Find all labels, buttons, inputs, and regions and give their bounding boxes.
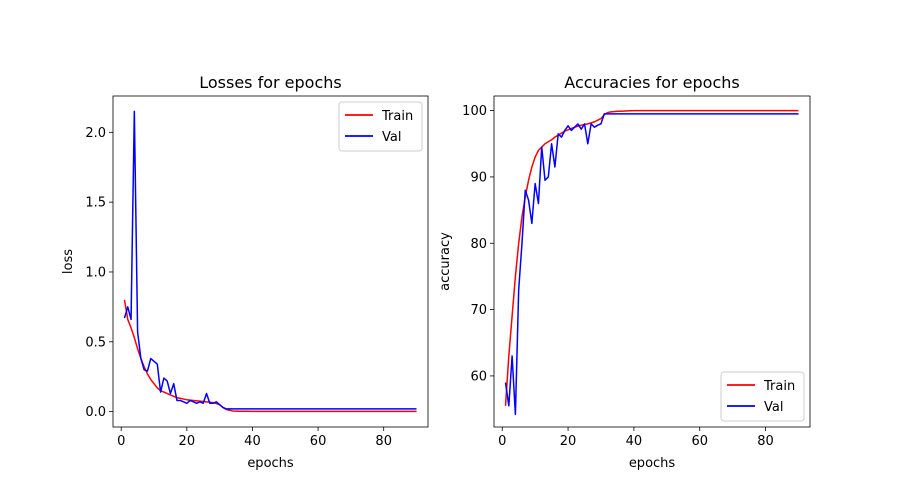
chart-panel-1: Losses for epochs 0 20 40 60 80 0.0 0.5 1.0 1.5 2.… <box>61 73 429 471</box>
chart-title: Losses for epochs <box>199 73 342 92</box>
legend-label-val: Val <box>382 130 401 145</box>
y-tick-label: 90 <box>470 170 487 185</box>
series-line-train <box>504 109 799 406</box>
y-tick-label: 80 <box>470 237 487 252</box>
x-tick-label: 20 <box>560 434 577 449</box>
legend: Train Val <box>338 101 423 152</box>
legend-label-val: Val <box>764 400 783 415</box>
y-tick-label: 2.0 <box>85 126 106 141</box>
y-tick-label: 60 <box>470 369 487 384</box>
x-tick-label: 60 <box>691 434 708 449</box>
chart-title: Accuracies for epochs <box>564 73 739 92</box>
series-line-val <box>123 110 417 410</box>
y-tick-label: 70 <box>470 303 487 318</box>
x-tick-label: 20 <box>179 434 196 449</box>
legend-label-train: Train <box>763 379 795 394</box>
x-tick-label: 60 <box>310 434 327 449</box>
y-tick-label: 0.0 <box>85 405 106 420</box>
x-tick-label: 80 <box>757 434 774 449</box>
series-line-val <box>504 113 799 416</box>
legend: Train Val <box>720 371 805 422</box>
x-tick-label: 40 <box>244 434 261 449</box>
chart-panel-2: Accuracies for epochs 0 20 40 60 80 60 70 80 90 10… <box>438 73 811 471</box>
x-axis-label: epochs <box>247 456 294 471</box>
y-tick-label: 0.5 <box>85 335 106 350</box>
y-tick-label: 1.0 <box>85 265 106 280</box>
x-tick-label: 40 <box>626 434 643 449</box>
y-axis-label: accuracy <box>438 232 453 291</box>
x-tick-label: 80 <box>375 434 392 449</box>
y-tick-label: 1.5 <box>85 196 106 211</box>
plot-area-frame <box>112 95 429 428</box>
x-tick-label: 0 <box>117 434 125 449</box>
legend-label-train: Train <box>381 109 413 124</box>
x-axis-label: epochs <box>629 456 676 471</box>
y-tick-label: 100 <box>462 104 487 119</box>
x-tick-label: 0 <box>498 434 506 449</box>
series-line-train <box>123 299 417 413</box>
plot-area-frame <box>493 95 811 428</box>
y-axis-label: loss <box>61 249 76 274</box>
